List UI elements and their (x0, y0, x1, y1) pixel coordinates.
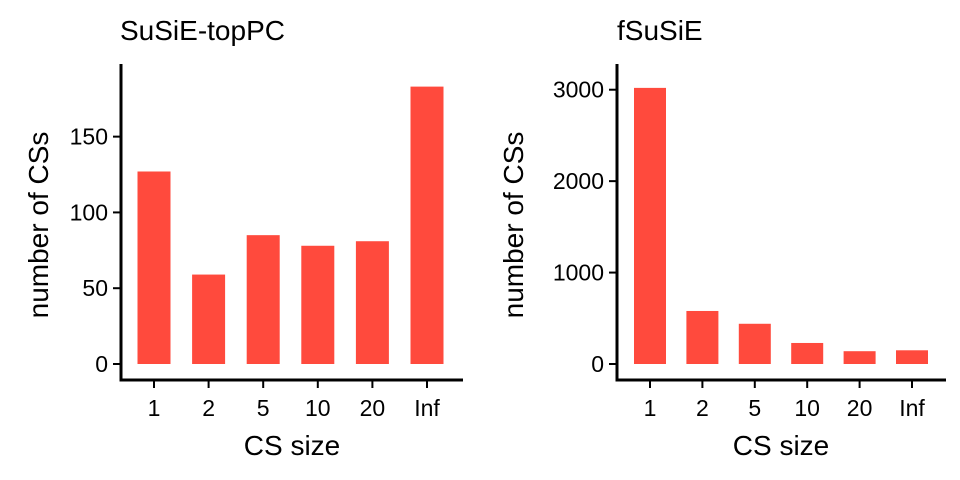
axis-lines (119, 64, 463, 382)
y-tick-label: 100 (70, 199, 108, 225)
bar-1 (137, 171, 171, 364)
bar-20 (843, 351, 876, 364)
bar-2 (192, 274, 226, 364)
y-axis-title: number of CSs (498, 132, 529, 319)
x-axis-ticks: 1 2 5 10 20 Inf (644, 380, 925, 421)
x-tick-label: 2 (696, 395, 709, 421)
bar-20 (355, 241, 389, 364)
bar-Inf (896, 350, 928, 364)
chart-title: SuSiE-topPC (120, 15, 285, 46)
x-axis-title: CS size (733, 430, 829, 461)
x-tick-label: Inf (899, 395, 925, 421)
y-tick-label: 2000 (553, 168, 604, 194)
y-tick-label: 50 (82, 275, 108, 301)
chart-susie-toppc: SuSiE-topPC CS size number of CSs 050100… (23, 15, 463, 461)
bar-Inf (410, 86, 444, 364)
x-tick-label: 5 (257, 395, 270, 421)
x-tick-label: 1 (644, 395, 657, 421)
x-tick-label: Inf (414, 395, 440, 421)
bar-1 (634, 87, 666, 364)
y-tick-label: 0 (591, 351, 604, 377)
x-axis-title: CS size (244, 430, 340, 461)
bars (634, 87, 928, 364)
x-tick-label: 2 (202, 395, 215, 421)
y-tick-label: 1000 (553, 260, 604, 286)
y-axis-title: number of CSs (23, 132, 54, 319)
y-tick-label: 150 (70, 124, 108, 150)
bar-5 (246, 235, 280, 364)
bars (137, 86, 444, 364)
x-tick-label: 10 (794, 395, 820, 421)
chart-fsusie: fSuSiE CS size number of CSs 0 1000 2000 30… (498, 15, 946, 461)
bar-2 (686, 310, 719, 364)
x-tick-label: 20 (360, 395, 386, 421)
x-tick-label: 5 (748, 395, 761, 421)
y-axis-ticks: 0 50 100 150 (70, 124, 121, 377)
chart-title: fSuSiE (617, 15, 703, 46)
x-tick-label: 20 (847, 395, 873, 421)
axis-lines (615, 64, 946, 382)
y-axis-ticks: 0 1000 2000 3000 (553, 77, 617, 377)
x-tick-label: 1 (148, 395, 161, 421)
bar-10 (791, 342, 824, 364)
y-tick-label: 3000 (553, 77, 604, 103)
x-axis-ticks: 1 2 5 10 20 Inf (148, 380, 440, 421)
bar-5 (738, 323, 771, 364)
y-tick-label: 0 (95, 351, 108, 377)
bar-10 (301, 245, 335, 364)
x-tick-label: 10 (305, 395, 331, 421)
